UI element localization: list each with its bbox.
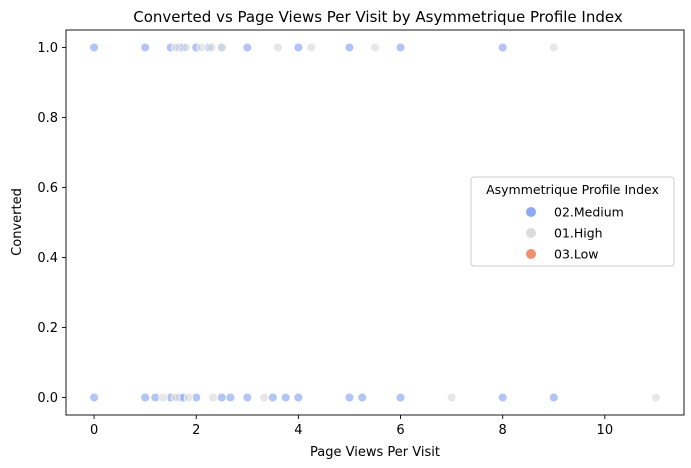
data-point bbox=[370, 42, 380, 53]
data-point bbox=[183, 392, 194, 403]
data-point bbox=[181, 42, 191, 53]
data-point bbox=[158, 392, 168, 403]
data-point bbox=[196, 42, 207, 53]
data-point bbox=[395, 392, 406, 403]
legend-items: 02.Medium 01.High 03.Low bbox=[526, 205, 624, 262]
x-tick-label: 10 bbox=[597, 423, 614, 438]
x-tick-label: 8 bbox=[499, 423, 507, 438]
legend-marker bbox=[526, 249, 536, 259]
data-point bbox=[225, 392, 236, 403]
data-point bbox=[206, 42, 217, 53]
data-point bbox=[89, 392, 99, 403]
x-tick-label: 4 bbox=[294, 423, 302, 438]
data-point bbox=[259, 392, 269, 403]
data-point bbox=[242, 392, 253, 403]
data-point bbox=[171, 392, 181, 403]
data-point bbox=[140, 42, 150, 53]
y-tick-label: 1.0 bbox=[37, 41, 58, 56]
legend-label: 03.Low bbox=[554, 247, 599, 262]
data-point bbox=[446, 392, 457, 403]
data-point bbox=[293, 42, 304, 53]
y-axis-label: Converted bbox=[10, 188, 25, 256]
data-point bbox=[549, 42, 559, 53]
x-tick-label: 2 bbox=[192, 423, 200, 438]
x-axis: 0 2 4 6 8 10 bbox=[90, 415, 613, 438]
data-point bbox=[242, 42, 253, 53]
y-tick-label: 0.6 bbox=[37, 181, 58, 196]
data-point bbox=[280, 392, 291, 403]
data-point bbox=[268, 392, 278, 403]
data-point bbox=[395, 42, 406, 53]
data-point bbox=[497, 392, 508, 403]
chart-title: Converted vs Page Views Per Visit by Asy… bbox=[133, 8, 623, 26]
data-point bbox=[171, 42, 181, 53]
data-point bbox=[293, 392, 304, 403]
x-axis-label: Page Views Per Visit bbox=[310, 445, 440, 460]
data-point bbox=[217, 42, 227, 53]
data-point bbox=[497, 42, 508, 53]
legend-marker bbox=[526, 207, 536, 217]
legend-label: 01.High bbox=[554, 226, 603, 241]
legend-box bbox=[470, 176, 675, 267]
plot-frame bbox=[65, 29, 685, 416]
legend-label: 02.Medium bbox=[554, 205, 624, 220]
data-point bbox=[208, 392, 218, 403]
data-point bbox=[357, 392, 367, 403]
y-tick-label: 0.0 bbox=[37, 391, 58, 406]
data-point bbox=[306, 42, 316, 53]
x-tick-label: 0 bbox=[90, 423, 98, 438]
points-layer bbox=[89, 42, 661, 403]
legend-title: Asymmetrique Profile Index bbox=[486, 182, 659, 197]
y-tick-label: 0.4 bbox=[37, 251, 58, 266]
legend-marker bbox=[526, 228, 536, 238]
data-point bbox=[549, 392, 559, 403]
data-point bbox=[217, 392, 227, 403]
y-axis: 0.0 0.2 0.4 0.6 0.8 1.0 bbox=[37, 41, 66, 406]
data-point bbox=[140, 392, 150, 403]
y-tick-label: 0.2 bbox=[37, 321, 58, 336]
data-point bbox=[344, 42, 355, 53]
legend: Asymmetrique Profile Index 02.Medium 01.H… bbox=[470, 176, 675, 267]
data-point bbox=[89, 42, 99, 53]
data-point bbox=[344, 392, 355, 403]
x-tick-label: 6 bbox=[396, 423, 404, 438]
y-tick-label: 0.8 bbox=[37, 111, 58, 126]
data-point bbox=[273, 42, 283, 53]
data-point bbox=[651, 392, 661, 403]
